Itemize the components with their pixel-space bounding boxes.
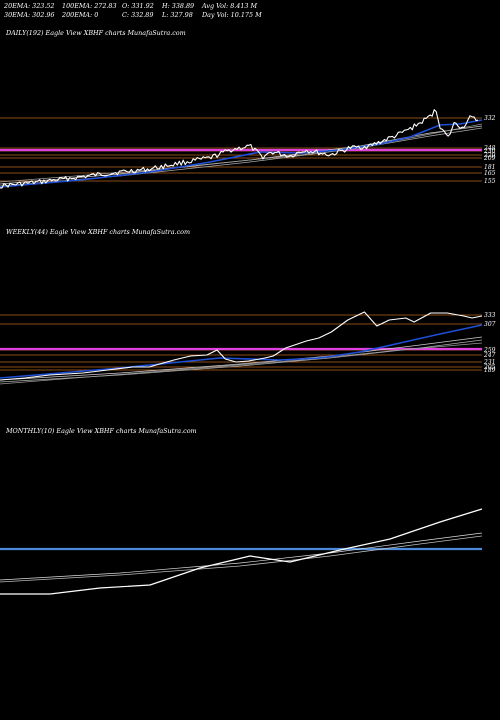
weekly-panel-title: WEEKLY(44) Eagle View XBHF charts Munafa… [6, 228, 191, 236]
indicator-row-1: 20EMA: 323.52 100EMA: 272.83 O: 331.92 H… [4, 2, 494, 11]
monthly-panel-title: MONTHLY(10) Eagle View XBHF charts Munaf… [6, 427, 197, 435]
ema200-value: 200EMA: 0 [62, 11, 99, 19]
open-value: O: 331.92 [122, 2, 154, 10]
weekly-level-label: 247 [483, 352, 496, 359]
daily-level-label: 155 [484, 178, 496, 185]
weekly-price-line [0, 311, 483, 381]
weekly-level-label: 205 [483, 364, 496, 371]
high-value: H: 338.89 [162, 2, 195, 10]
weekly-level-label: 231 [483, 359, 495, 366]
ema100-value: 100EMA: 272.83 [62, 2, 117, 10]
daily-panel-title: DAILY(192) Eagle View XBHF charts Munafa… [6, 29, 186, 37]
daily-level-label: 248 [483, 145, 496, 152]
weekly-ema-line [0, 324, 483, 379]
daily-ema-line [0, 119, 483, 188]
weekly-level-label: 259 [483, 347, 496, 354]
daily-level-label: 209 [483, 155, 496, 162]
avg-volume-value: Avg Vol: 8.413 M [202, 2, 258, 10]
low-value: L: 327.98 [162, 11, 193, 19]
weekly-level-label: 333 [484, 312, 496, 319]
weekly-level-label: 307 [484, 321, 496, 328]
daily-level-label: 332 [484, 115, 496, 122]
day-volume-value: Day Vol: 10.175 M [202, 11, 262, 19]
daily-level-label: 230 [483, 148, 496, 155]
daily-level-label: 165 [484, 170, 496, 177]
daily-level-label: 181 [484, 164, 495, 171]
weekly-ma-line [0, 342, 483, 385]
ema20-value: 20EMA: 323.52 [4, 2, 55, 10]
weekly-level-label: 189 [484, 367, 496, 374]
daily-level-label: 220 [483, 152, 496, 159]
ema30-value: 30EMA: 302.96 [4, 11, 55, 19]
indicator-row-2: 30EMA: 302.96 200EMA: 0 C: 332.89 L: 327… [4, 11, 494, 20]
monthly-ma-line [0, 532, 483, 581]
monthly-ma-line [0, 535, 483, 583]
close-value: C: 332.89 [122, 11, 154, 19]
daily-price-line [0, 109, 479, 189]
monthly-price-line [0, 508, 483, 595]
